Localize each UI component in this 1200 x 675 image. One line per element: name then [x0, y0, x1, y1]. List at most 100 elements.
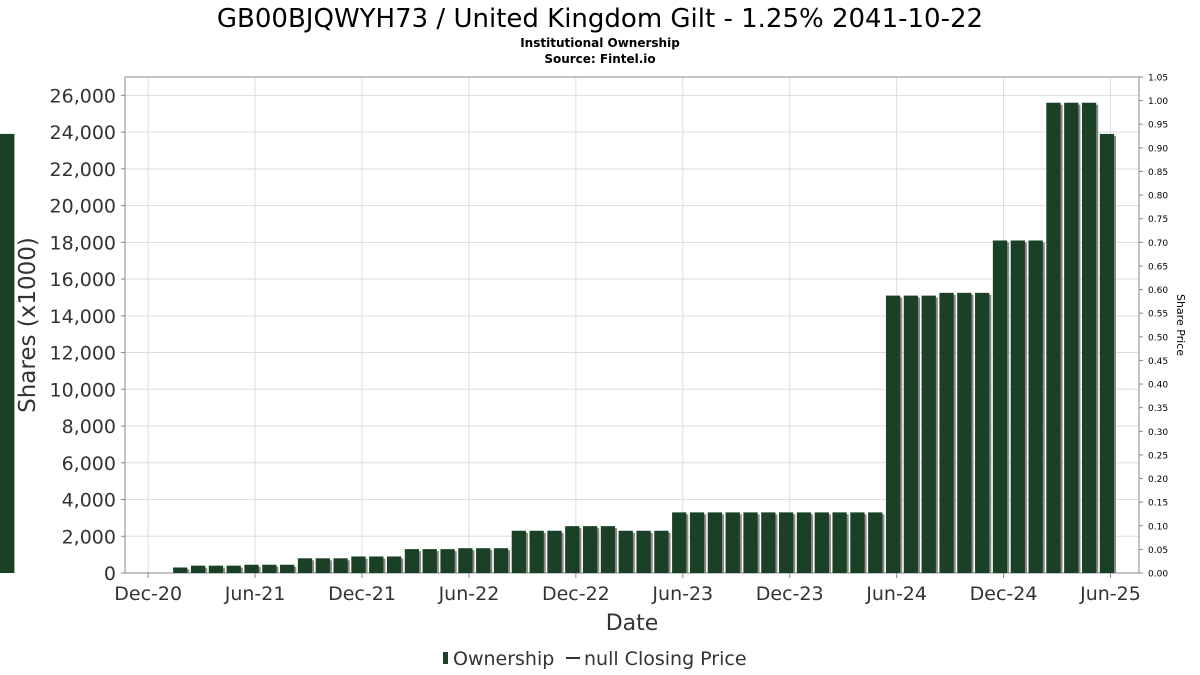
bar — [262, 564, 277, 573]
y-tick-label: 4,000 — [62, 490, 116, 512]
bar — [280, 564, 295, 573]
y2-tick-label: 1.00 — [1148, 97, 1168, 107]
bar — [707, 512, 722, 573]
bar — [369, 556, 384, 573]
chart-source: Source: Fintel.io — [544, 52, 655, 66]
bar — [903, 295, 919, 573]
bar — [850, 512, 865, 573]
bar — [404, 549, 420, 573]
bar — [511, 530, 526, 573]
y2-tick-label: 0.50 — [1148, 333, 1168, 343]
bar — [779, 512, 794, 573]
bar — [476, 548, 491, 573]
bar — [333, 558, 348, 573]
y2-tick-label: 0.30 — [1148, 428, 1168, 438]
bar — [654, 530, 669, 573]
bar — [529, 530, 544, 573]
y2-tick-label: 0.05 — [1148, 546, 1168, 556]
bar — [885, 295, 901, 573]
x-tick-label: Jun-24 — [865, 583, 927, 605]
chart-subtitle: Institutional Ownership — [520, 36, 680, 50]
x-tick-label: Dec-24 — [970, 583, 1038, 605]
bar — [386, 556, 402, 573]
bar — [1046, 102, 1061, 574]
bar — [0, 133, 15, 573]
x-tick-label: Jun-25 — [1079, 583, 1141, 605]
y-tick-label: 22,000 — [50, 159, 116, 181]
y-axis-label: Shares (x1000) — [15, 237, 41, 413]
x-tick-label: Jun-21 — [224, 583, 286, 605]
bar — [1099, 133, 1115, 573]
y2-axis: 0.00 0.05 0.10 0.15 0.20 0.25 0.30 0.35 0.40 0.45… — [1139, 74, 1168, 580]
bar — [868, 512, 883, 573]
bar — [600, 526, 616, 573]
y-tick-label: 18,000 — [50, 232, 116, 254]
bar — [208, 565, 224, 573]
bar — [1010, 240, 1025, 574]
bar — [565, 526, 580, 573]
y-tick-label: 12,000 — [50, 343, 116, 365]
y2-tick-label: 0.15 — [1148, 499, 1168, 509]
x-tick-label: Dec-22 — [542, 583, 610, 605]
y2-tick-label: 0.25 — [1148, 451, 1168, 461]
x-tick-label: Jun-22 — [438, 583, 500, 605]
y2-tick-label: 0.95 — [1148, 121, 1168, 131]
bar — [244, 564, 259, 573]
bar — [1028, 240, 1043, 574]
bar — [351, 556, 366, 573]
y2-tick-label: 0.00 — [1148, 570, 1168, 580]
bar — [547, 530, 562, 573]
y-axis: 0 2,000 4,000 6,000 8,000 10,000 12,000 14,000 1… — [50, 85, 125, 585]
y2-tick-label: 0.75 — [1148, 215, 1168, 225]
bar — [743, 512, 758, 573]
y-tick-label: 20,000 — [50, 196, 116, 218]
y-tick-label: 0 — [104, 563, 116, 585]
bar — [832, 512, 847, 573]
x-tick-label: Dec-23 — [756, 583, 824, 605]
bar — [761, 512, 776, 573]
bar — [1081, 102, 1097, 574]
y2-tick-label: 0.35 — [1148, 404, 1168, 414]
y2-axis-label: Share Price — [1174, 294, 1187, 356]
y2-tick-label: 0.80 — [1148, 192, 1168, 202]
y2-tick-label: 0.65 — [1148, 262, 1168, 272]
bar — [173, 567, 188, 573]
y-tick-label: 26,000 — [50, 85, 116, 107]
bar — [1064, 102, 1079, 574]
bar — [422, 549, 437, 573]
y-tick-label: 14,000 — [50, 306, 116, 328]
bar — [921, 295, 936, 573]
bar — [672, 512, 687, 573]
bar — [618, 530, 633, 573]
y2-tick-label: 0.45 — [1148, 357, 1168, 367]
y-tick-label: 24,000 — [50, 122, 116, 144]
x-tick-label: Dec-21 — [328, 583, 396, 605]
bar — [636, 530, 651, 573]
bar — [297, 558, 313, 573]
x-tick-label: Dec-20 — [114, 583, 182, 605]
bar — [814, 512, 829, 573]
chart-title: GB00BJQWYH73 / United Kingdom Gilt - 1.2… — [217, 4, 983, 34]
y-tick-label: 6,000 — [62, 453, 116, 475]
y2-tick-label: 0.20 — [1148, 475, 1168, 485]
legend-price-label: null Closing Price — [584, 648, 747, 670]
y2-tick-label: 0.70 — [1148, 239, 1168, 249]
y2-tick-label: 0.85 — [1148, 168, 1168, 178]
bar — [440, 549, 455, 573]
bar — [992, 240, 1008, 574]
bar — [939, 292, 954, 573]
bar — [689, 512, 705, 573]
x-axis: Dec-20 Jun-21 Dec-21 Jun-22 Dec-22 Jun-23 Dec-… — [114, 573, 1141, 605]
y2-tick-label: 1.05 — [1148, 74, 1168, 84]
x-axis-label: Date — [606, 611, 659, 636]
bar-series — [0, 102, 1117, 574]
y2-tick-label: 0.60 — [1148, 286, 1168, 296]
y2-tick-label: 0.55 — [1148, 310, 1168, 320]
legend-ownership-label: Ownership — [453, 648, 554, 670]
bar — [458, 548, 473, 573]
legend-ownership-swatch — [443, 652, 448, 664]
y2-tick-label: 0.40 — [1148, 381, 1168, 391]
bar — [725, 512, 740, 573]
bar — [226, 565, 241, 573]
